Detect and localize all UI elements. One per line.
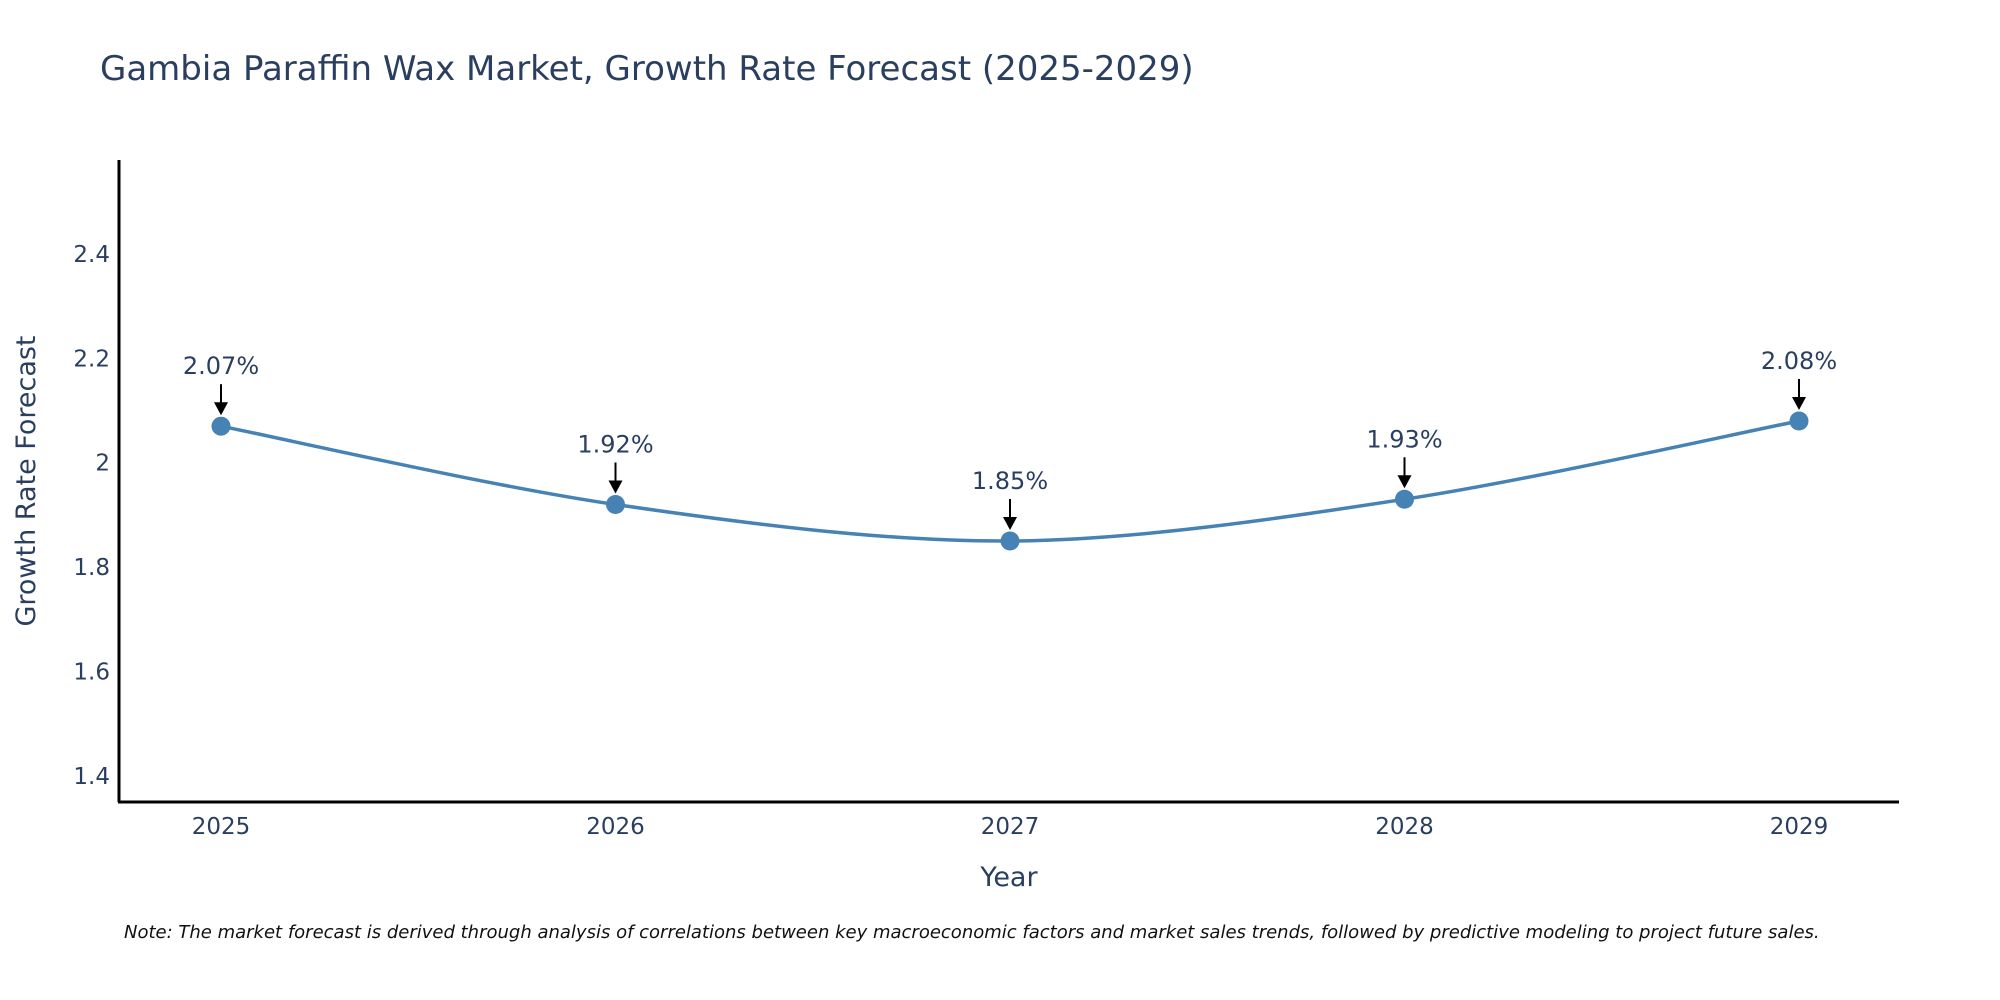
y-tick-label: 2 bbox=[95, 451, 110, 477]
x-tick-labels: 2025 2026 2027 2028 2029 bbox=[192, 814, 1829, 840]
x-tick-label: 2026 bbox=[586, 814, 645, 840]
y-tick-label: 2.2 bbox=[73, 346, 110, 372]
x-axis-title: Year bbox=[979, 862, 1038, 893]
data-label: 2.07% bbox=[183, 352, 259, 380]
x-tick-label: 2028 bbox=[1375, 814, 1434, 840]
data-label: 1.93% bbox=[1366, 425, 1442, 453]
data-point bbox=[1789, 411, 1809, 431]
data-label: 2.08% bbox=[1761, 347, 1837, 375]
x-tick-label: 2029 bbox=[1770, 814, 1829, 840]
data-point bbox=[1395, 489, 1414, 509]
y-tick-label: 1.8 bbox=[73, 555, 110, 581]
data-label: 1.92% bbox=[577, 430, 653, 458]
annotation-arrow-head bbox=[1397, 475, 1412, 489]
x-tick-label: 2025 bbox=[192, 814, 251, 840]
data-point bbox=[606, 494, 625, 514]
y-tick-labels: 1.4 1.6 1.8 2 2.2 2.4 bbox=[73, 242, 110, 790]
data-label: 1.85% bbox=[972, 467, 1048, 495]
x-tick-label: 2027 bbox=[981, 814, 1040, 840]
annotation-arrow-head bbox=[1792, 396, 1806, 410]
data-markers bbox=[211, 411, 1809, 551]
data-point bbox=[1000, 531, 1020, 551]
y-tick-label: 1.4 bbox=[73, 764, 110, 790]
footnote: Note: The market forecast is derived thr… bbox=[124, 922, 1820, 943]
y-tick-label: 2.4 bbox=[73, 242, 110, 268]
annotation-arrow-head bbox=[214, 402, 228, 416]
data-annotations: 2.07% 1.92% 1.85% 1.93% 2.08% bbox=[183, 347, 1837, 531]
y-tick-label: 1.6 bbox=[73, 660, 110, 686]
chart-title: Gambia Paraffin Wax Market, Growth Rate … bbox=[100, 49, 1194, 89]
annotation-arrow-head bbox=[1003, 517, 1017, 531]
annotation-arrow-head bbox=[608, 480, 623, 494]
axes bbox=[117, 160, 1899, 804]
y-axis-title: Growth Rate Forecast bbox=[11, 335, 42, 626]
data-point bbox=[211, 416, 231, 436]
